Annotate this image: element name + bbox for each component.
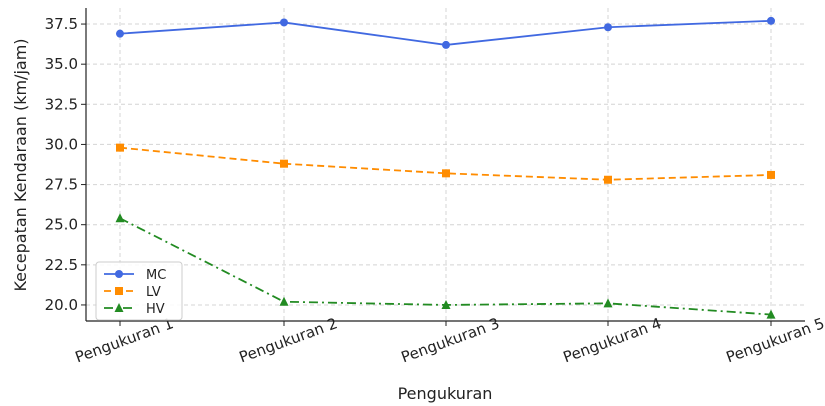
data-point-triangle [114, 303, 124, 312]
data-point-square [280, 159, 288, 168]
grid [86, 8, 805, 321]
data-point-circle [767, 16, 775, 25]
data-point-square [116, 143, 124, 152]
x-tick-labels: Pengukuran 1 Pengukuran 2 Pengukuran 3 Peng… [73, 314, 825, 366]
x-tick-label: Pengukuran 4 [561, 314, 664, 366]
data-point-circle [280, 18, 288, 27]
data-point-circle [604, 23, 612, 32]
y-tick-label: 20.0 [45, 296, 78, 314]
series [115, 16, 776, 319]
legend-label-hv: HV [146, 302, 165, 317]
data-point-circle [115, 270, 123, 278]
data-point-square [604, 175, 612, 184]
y-tick-label: 27.5 [45, 176, 78, 194]
y-tick-label: 32.5 [45, 95, 78, 113]
series-line-lv [119, 146, 772, 181]
data-point-triangle [441, 299, 451, 309]
y-tick-labels: 20.0 22.5 25.0 27.5 30.0 32.5 35.0 37.5 [45, 15, 86, 314]
data-point-circle [116, 29, 124, 38]
y-tick-label: 35.0 [45, 55, 78, 73]
x-axis-title: Pengukuran [398, 384, 493, 403]
data-point-triangle [115, 213, 125, 223]
legend: MC LV HV [95, 261, 183, 321]
y-tick-label: 22.5 [45, 256, 78, 274]
y-tick-label: 30.0 [45, 135, 78, 153]
y-tick-label: 37.5 [45, 15, 78, 33]
legend-label-mc: MC [146, 268, 166, 283]
legend-label-lv: LV [146, 285, 161, 300]
x-tick-label: Pengukuran 3 [399, 314, 502, 366]
x-tick-label: Pengukuran 1 [73, 314, 176, 366]
x-tick-label: Pengukuran 2 [237, 314, 340, 366]
data-point-square [442, 169, 450, 178]
x-tick-label: Pengukuran 5 [724, 314, 825, 366]
data-point-square [115, 287, 123, 295]
y-axis-title: Kecepatan Kendaraan (km/jam) [11, 38, 30, 291]
data-point-square [767, 170, 775, 179]
data-point-triangle [279, 296, 289, 306]
data-point-triangle [603, 298, 613, 308]
y-tick-label: 25.0 [45, 216, 78, 234]
data-point-circle [442, 40, 450, 49]
data-point-triangle [766, 309, 776, 319]
